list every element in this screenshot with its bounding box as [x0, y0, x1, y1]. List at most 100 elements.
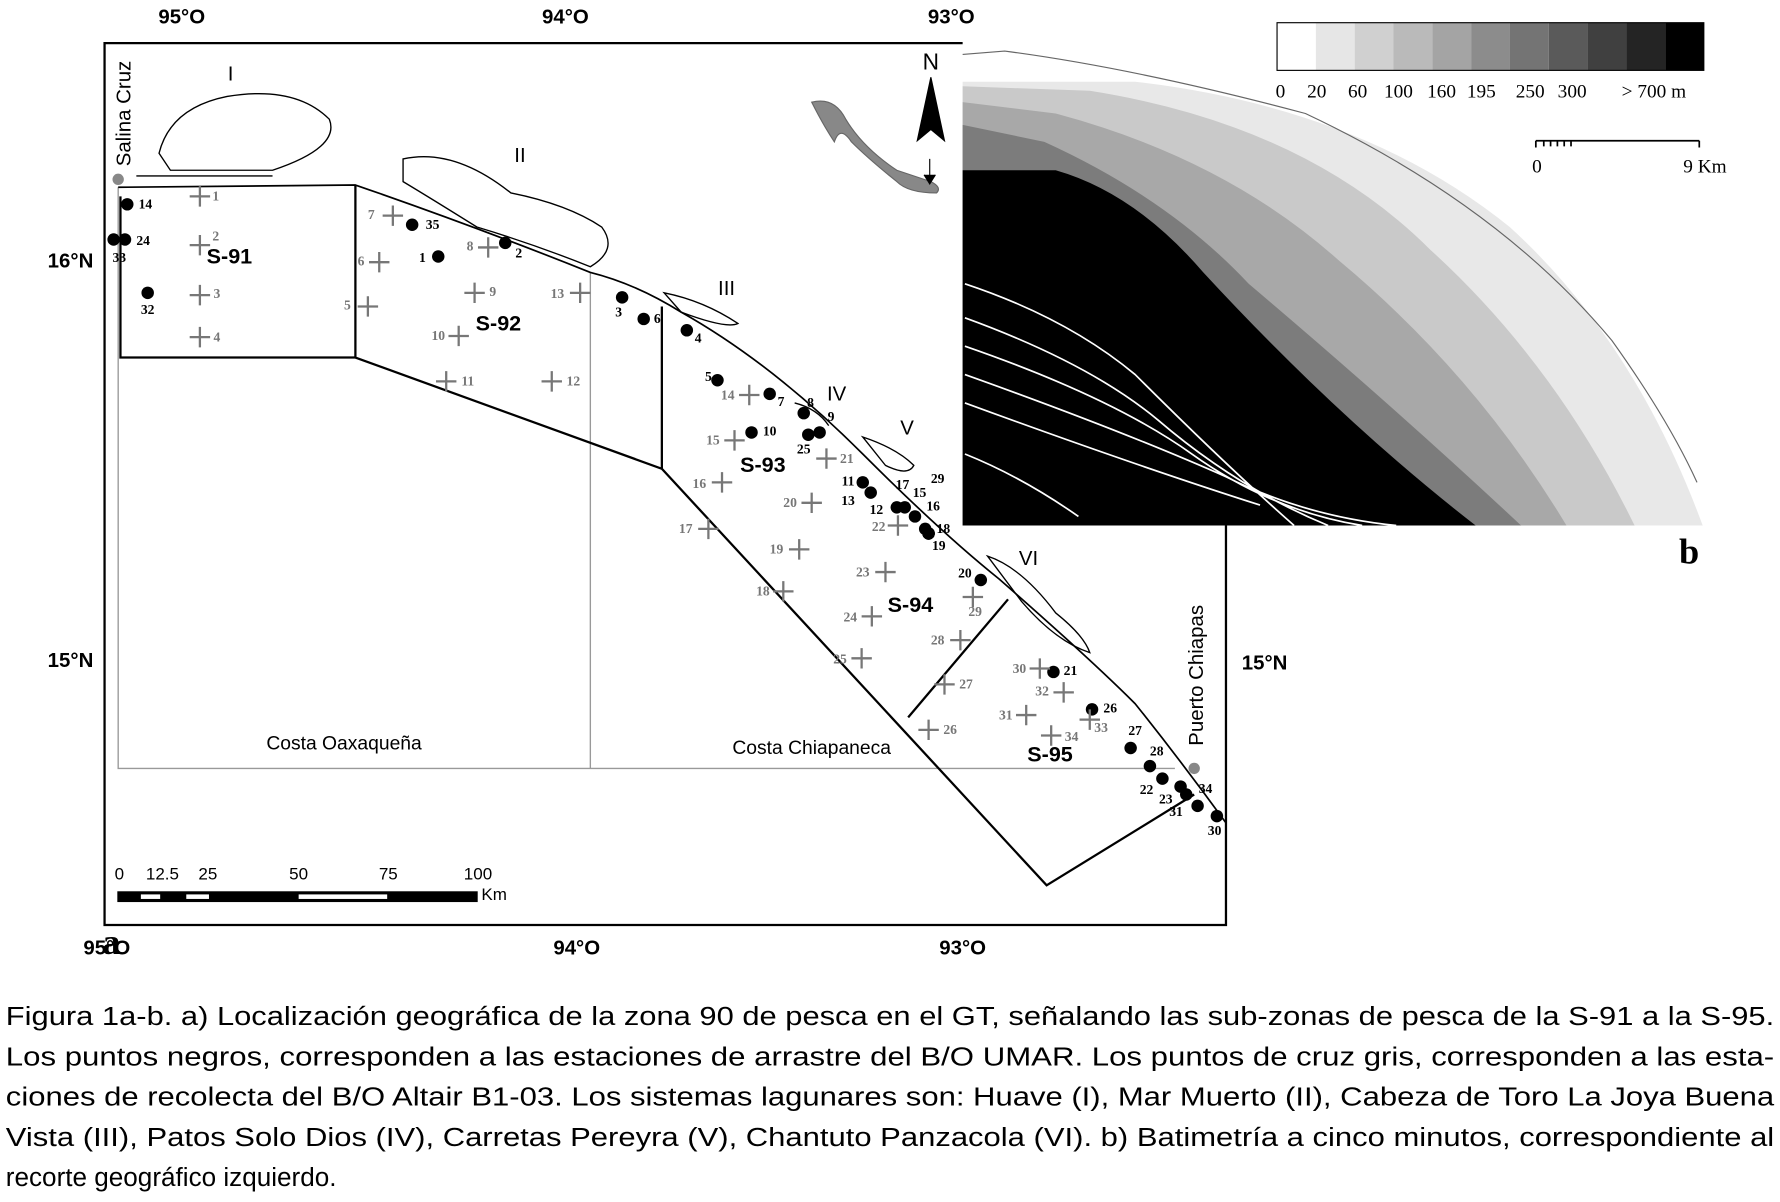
altair-station-label: 4	[214, 329, 221, 344]
umar-station-label: 7	[778, 394, 785, 409]
depth-legend-label: 160	[1427, 81, 1456, 102]
altair-station-label: 25	[833, 652, 847, 667]
altair-station	[934, 674, 955, 695]
altair-station	[382, 205, 404, 226]
panel-label: a	[102, 922, 120, 962]
altair-station	[448, 325, 469, 347]
umar-station	[763, 387, 776, 401]
umar-station	[1156, 772, 1169, 785]
umar-station-label: 29	[931, 471, 945, 486]
legend-swatch	[1432, 22, 1472, 71]
caption-line: Vista (III), Patos Solo Dios (IV), Carre…	[6, 1122, 1774, 1152]
altair-station-label: 23	[856, 564, 870, 579]
coastline	[118, 184, 1227, 824]
longitude-label: 94°O	[553, 937, 600, 959]
latitude-label: 15°N	[1242, 652, 1288, 674]
altair-station	[1040, 725, 1062, 746]
scale-unit: Km	[481, 885, 507, 904]
umar-station-label: 12	[870, 502, 884, 517]
longitude-label: 95°O	[83, 937, 130, 959]
umar-station-label: 22	[1140, 782, 1154, 797]
map-frame	[103, 41, 1228, 927]
altair-station	[711, 472, 733, 493]
subzone-label: S-91	[207, 243, 253, 268]
longitude-label: 95°O	[158, 7, 205, 29]
altair-station-label: 1	[212, 189, 219, 204]
altair-station	[569, 282, 591, 304]
altair-station	[1053, 682, 1074, 703]
altair-station-label: 30	[1013, 661, 1027, 676]
umar-station-label: 3	[615, 304, 622, 319]
subzone-label: S-93	[740, 452, 786, 477]
altair-station-label: 26	[943, 722, 957, 737]
umar-station-label: 28	[1150, 744, 1164, 759]
umar-station-label: 4	[695, 330, 702, 345]
umar-station-label: 10	[763, 424, 777, 439]
altair-station	[918, 719, 939, 741]
umar-station	[121, 198, 134, 211]
altair-station	[1079, 709, 1100, 730]
depth-band	[962, 170, 1476, 526]
altair-station	[788, 539, 810, 560]
depth-legend-label: 0	[1276, 81, 1286, 102]
umar-station	[864, 486, 877, 499]
scale-label: 9 Km	[1683, 156, 1726, 177]
coast-b	[962, 50, 1698, 483]
longitude-label: 93°O	[939, 937, 986, 959]
depth-legend-label: 20	[1307, 81, 1326, 102]
depth-contours	[964, 282, 1397, 527]
umar-station	[1180, 788, 1193, 801]
altair-station-label: 2	[212, 228, 219, 243]
altair-station	[739, 384, 760, 406]
altair-station	[724, 430, 745, 451]
altair-station-label: 3	[214, 286, 221, 301]
subzone-boundaries	[119, 185, 1195, 887]
legend-swatch	[1548, 22, 1588, 71]
umar-station-label: 8	[807, 395, 814, 410]
altair-station	[189, 326, 211, 348]
longitude-label: 94°O	[542, 7, 589, 29]
altair-station	[464, 282, 485, 304]
altair-station-label: 9	[489, 284, 496, 299]
umar-station-label: 30	[1208, 823, 1222, 838]
umar-station	[908, 510, 922, 523]
altair-station-label: 22	[872, 519, 886, 534]
altair-station-label: 12	[567, 374, 581, 389]
altair-station-label: 32	[1035, 683, 1049, 698]
altair-station-label: 13	[551, 286, 565, 301]
umar-station	[813, 426, 826, 439]
altair-station-label: 14	[721, 387, 735, 402]
umar-station	[745, 426, 758, 439]
place-label: Salina Cruz	[113, 61, 135, 167]
region-label: Costa Chiapaneca	[732, 738, 891, 759]
legend-swatch	[1393, 22, 1433, 71]
scale-label: 75	[379, 865, 398, 884]
umar-station	[405, 218, 419, 231]
umar-station-label: 6	[654, 311, 661, 326]
umar-station	[898, 501, 911, 514]
subzone-label: S-92	[476, 310, 522, 335]
umar-station-label: 11	[842, 474, 855, 489]
panel-label: b	[1679, 531, 1699, 571]
altair-station	[1015, 704, 1037, 726]
umar-station-label: 15	[913, 485, 927, 500]
scale-label: 12.5	[146, 865, 179, 884]
altair-station-label: 20	[783, 495, 797, 510]
scale-bar	[117, 891, 478, 903]
umar-station	[711, 373, 724, 387]
altair-station	[357, 296, 379, 317]
altair-station	[801, 492, 822, 514]
umar-station-label: 21	[1064, 663, 1078, 678]
altair-station-label: 34	[1065, 729, 1079, 744]
longitude-label: 93°O	[928, 7, 975, 29]
region-lines	[117, 187, 1175, 770]
legend-swatch	[1509, 22, 1549, 71]
lagoon-label: V	[900, 417, 914, 439]
altair-station	[851, 648, 872, 669]
lagoon-label: IV	[827, 383, 847, 405]
legend-swatch	[1354, 22, 1394, 71]
umar-station	[797, 406, 810, 420]
lagoon-label: III	[718, 278, 735, 300]
legend-swatch	[1626, 22, 1666, 71]
umar-station-label: 14	[139, 197, 153, 212]
